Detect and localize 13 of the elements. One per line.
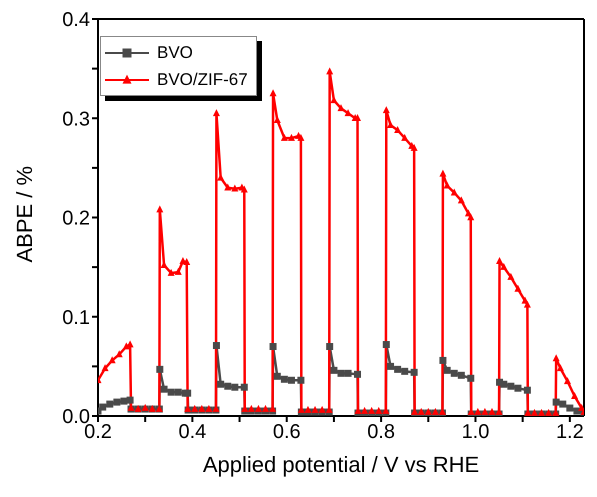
legend-label: BVO/ZIF-67 xyxy=(157,69,248,91)
x-tick-label: 1.0 xyxy=(462,421,490,444)
y-tick-label: 0.4 xyxy=(62,9,90,32)
x-tick-label: 0.8 xyxy=(367,421,396,444)
x-axis-title: Applied potential / V vs RHE xyxy=(202,452,480,477)
x-tick-label: 0.6 xyxy=(272,421,301,444)
y-tick-label: 0.1 xyxy=(62,306,90,329)
x-tick-label: 1.2 xyxy=(556,421,584,444)
legend-label: BVO xyxy=(157,42,193,64)
y-axis-title: ABPE / % xyxy=(12,166,37,262)
x-tick-label: 0.4 xyxy=(178,421,206,444)
y-tick-label: 0.3 xyxy=(62,108,90,130)
y-tick-label: 0.2 xyxy=(62,208,90,230)
